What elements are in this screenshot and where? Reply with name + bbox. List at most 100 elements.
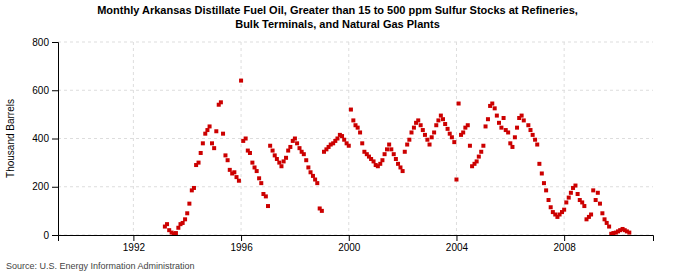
point bbox=[309, 170, 313, 174]
point bbox=[212, 146, 216, 150]
point bbox=[244, 137, 248, 141]
point bbox=[446, 127, 450, 131]
point bbox=[275, 157, 279, 161]
point bbox=[526, 123, 530, 127]
y-axis-tick: 600 bbox=[32, 85, 58, 96]
point bbox=[533, 138, 537, 142]
point bbox=[535, 143, 539, 147]
grid-line-x bbox=[133, 42, 134, 235]
y-axis-title: Thousand Barrels bbox=[5, 99, 16, 178]
point bbox=[235, 175, 239, 179]
point bbox=[468, 144, 472, 148]
chart-container: 199219962000200420080200400600800Monthly… bbox=[0, 0, 675, 275]
point bbox=[506, 130, 510, 134]
point bbox=[434, 123, 438, 127]
point bbox=[165, 222, 169, 226]
title-line: Bulk Terminals, and Natural Gas Plants bbox=[235, 18, 440, 30]
point bbox=[441, 117, 445, 121]
point bbox=[466, 123, 470, 127]
point bbox=[603, 217, 607, 221]
x-axis-tick: 2004 bbox=[446, 235, 469, 253]
point bbox=[495, 114, 499, 118]
y-axis-tick-mark bbox=[52, 42, 58, 43]
point bbox=[430, 135, 434, 139]
point bbox=[490, 102, 494, 106]
point bbox=[295, 141, 299, 145]
point bbox=[582, 204, 586, 208]
point bbox=[454, 178, 458, 182]
point bbox=[479, 150, 483, 154]
y-axis-tick: 0 bbox=[43, 230, 58, 241]
point bbox=[605, 221, 609, 225]
point bbox=[457, 102, 461, 106]
grid-line-y bbox=[58, 186, 653, 187]
point bbox=[214, 129, 218, 133]
point bbox=[398, 165, 402, 169]
point bbox=[452, 140, 456, 144]
point bbox=[477, 155, 481, 159]
point bbox=[192, 186, 196, 190]
x-axis-tick-label: 1992 bbox=[123, 242, 146, 253]
point bbox=[562, 208, 566, 212]
x-axis-tick: 2000 bbox=[338, 235, 361, 253]
grid bbox=[58, 42, 653, 235]
point bbox=[286, 149, 290, 153]
point bbox=[347, 144, 351, 148]
point bbox=[540, 171, 544, 175]
point bbox=[349, 108, 353, 112]
point bbox=[208, 124, 212, 128]
point bbox=[239, 79, 243, 83]
point bbox=[423, 133, 427, 137]
chart-svg: 199219962000200420080200400600800Monthly… bbox=[0, 0, 675, 275]
y-axis: 0 200 400 600 800 bbox=[32, 37, 58, 241]
x-axis-tick-mark bbox=[133, 235, 134, 241]
title-line: Monthly Arkansas Distillate Fuel Oil, Gr… bbox=[97, 4, 578, 16]
point bbox=[335, 137, 339, 141]
point bbox=[520, 114, 524, 118]
point bbox=[320, 209, 324, 213]
y-axis-tick-mark bbox=[52, 139, 58, 140]
y-axis-tick-label: 0 bbox=[43, 230, 49, 241]
point bbox=[493, 106, 497, 110]
point bbox=[232, 170, 236, 174]
y-axis-tick-label: 400 bbox=[32, 133, 49, 144]
point bbox=[199, 151, 203, 155]
plot-area: 199219962000200420080200400600800 bbox=[32, 37, 653, 253]
x-axis-line bbox=[59, 236, 654, 242]
point bbox=[443, 122, 447, 126]
y-axis-line bbox=[52, 43, 59, 236]
point bbox=[250, 161, 254, 165]
x-axis: 19921996200020042008 bbox=[59, 235, 654, 253]
point bbox=[183, 217, 187, 221]
point bbox=[268, 144, 272, 148]
point bbox=[185, 211, 189, 215]
point bbox=[484, 124, 488, 128]
point bbox=[282, 159, 286, 163]
point bbox=[508, 141, 512, 145]
y-axis-tick-mark bbox=[52, 235, 58, 236]
point bbox=[266, 204, 270, 208]
point bbox=[594, 198, 598, 202]
point bbox=[396, 162, 400, 166]
point bbox=[387, 143, 391, 147]
point bbox=[432, 130, 436, 134]
x-axis-tick: 1996 bbox=[230, 235, 253, 253]
x-axis-tick-mark bbox=[241, 235, 242, 241]
y-axis-tick-label: 200 bbox=[32, 181, 49, 192]
point bbox=[378, 162, 382, 166]
point bbox=[549, 205, 553, 209]
point bbox=[210, 141, 214, 145]
point bbox=[264, 194, 268, 198]
point bbox=[284, 156, 288, 160]
y-axis-tick-mark bbox=[52, 90, 58, 91]
point bbox=[486, 117, 490, 121]
point bbox=[547, 198, 551, 202]
point bbox=[499, 126, 503, 130]
y-axis-tick-label: 800 bbox=[32, 37, 49, 48]
point bbox=[288, 145, 292, 149]
point bbox=[522, 118, 526, 122]
point bbox=[510, 145, 514, 149]
title: Monthly Arkansas Distillate Fuel Oil, Gr… bbox=[97, 4, 578, 30]
y-axis-tick: 800 bbox=[32, 37, 58, 48]
point bbox=[475, 159, 479, 163]
